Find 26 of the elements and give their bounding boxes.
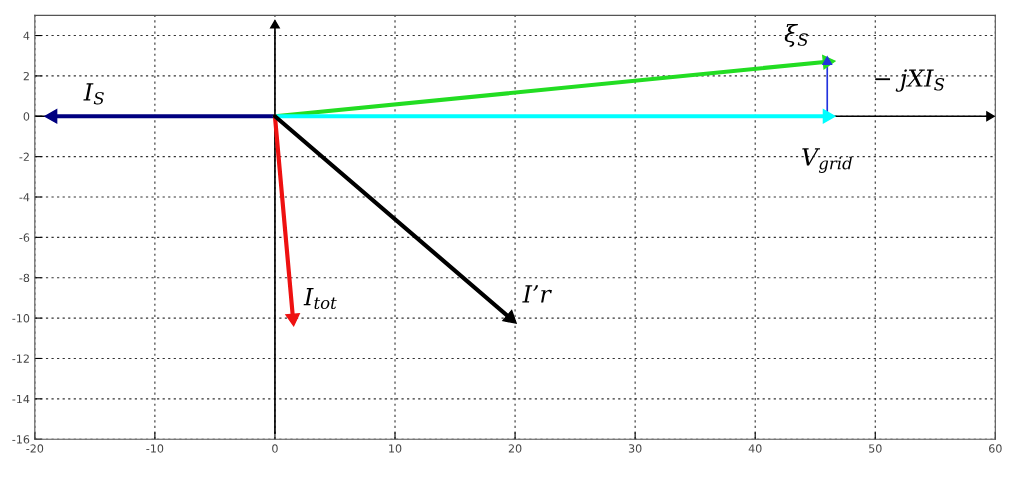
annotation: I$_{S}$ [83,83,104,105]
y-tick-label: 0 [23,112,30,121]
annotation: ξ$_{S}$ [784,23,808,47]
x-tick-label: -20 [26,444,44,453]
y-tick-label: 4 [23,31,30,40]
x-tick-label: 40 [748,444,762,453]
y-tick-label: -2 [19,152,29,161]
x-tick-label: 50 [869,444,882,453]
x-tick-label: 60 [989,444,1002,453]
x-tick-label: 30 [628,444,642,453]
x-tick-label: -10 [146,444,164,453]
y-tick-label: -6 [19,233,30,242]
annotation: I’r [522,285,552,303]
y-tick-label: -4 [19,193,30,202]
annotation: V$_{grid}$ [802,148,852,173]
y-tick-label: -10 [12,314,30,323]
y-tick-label: -8 [19,273,30,283]
x-tick-label: 20 [508,444,522,453]
x-tick-label: 10 [389,444,402,453]
y-tick-label: 2 [23,71,29,81]
y-tick-label: -16 [12,435,30,444]
x-tick-label: 0 [272,444,278,453]
annotation: I$_{tot}$ [303,287,337,310]
y-tick-label: -14 [12,394,30,404]
y-tick-label: -12 [12,354,29,363]
annotation: − jXI$_{S}$ [875,69,945,92]
